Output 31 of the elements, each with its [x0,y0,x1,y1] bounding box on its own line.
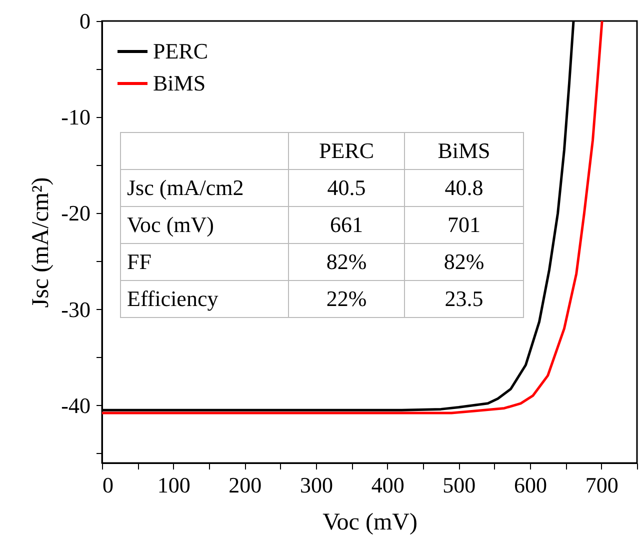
legend-label: PERC [153,38,208,64]
y-tick-label: 0 [80,8,90,34]
annotation: BiMS [404,132,524,170]
x-tick-label: 500 [442,472,476,498]
annotation: 40.5 [288,170,404,206]
y-tick-label: -40 [61,392,90,418]
annotation: 23.5 [404,280,524,318]
y-axis-title: Jsc (mA/cm²) [28,177,54,308]
y-tick-label: -30 [61,296,90,322]
annotation: 40.8 [404,170,524,206]
y-tick-label: -20 [61,200,90,226]
x-axis-title: Voc (mV) [322,510,418,536]
x-tick-label: 400 [371,472,404,498]
annotation: 82% [288,244,404,280]
y-tick-label: -10 [61,104,90,130]
annotation: 701 [404,206,524,244]
annotation: FF [120,244,288,280]
x-tick-label: 0 [102,472,114,498]
legend-label: BiMS [153,70,206,96]
x-tick-label: 300 [300,472,333,498]
x-tick-label: 700 [585,472,618,498]
x-tick-label: 100 [157,472,190,498]
annotation: PERC [288,132,404,170]
x-tick-label: 600 [514,472,547,498]
annotation: Voc (mV) [120,206,288,244]
annotation: Jsc (mA/cm2 [120,170,288,206]
annotation: 661 [288,206,404,244]
annotation: Efficiency [120,280,288,318]
annotation: 22% [288,280,404,318]
annotation: 82% [404,244,524,280]
x-tick-label: 200 [228,472,262,498]
